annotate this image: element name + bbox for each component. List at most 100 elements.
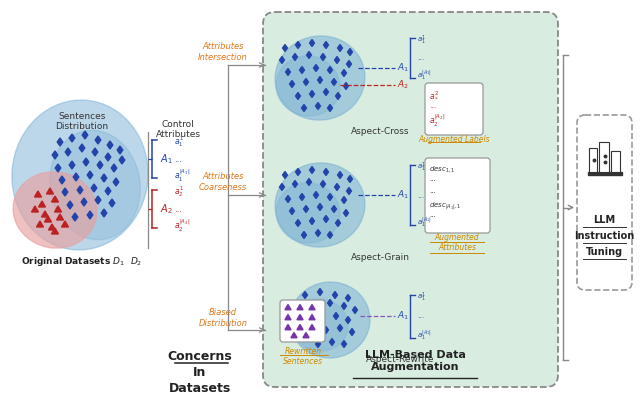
Polygon shape: [73, 173, 79, 181]
Polygon shape: [332, 79, 337, 85]
Polygon shape: [301, 105, 307, 111]
Polygon shape: [101, 209, 107, 217]
Polygon shape: [289, 81, 294, 87]
Polygon shape: [60, 176, 65, 184]
Polygon shape: [309, 304, 315, 310]
Polygon shape: [297, 324, 303, 330]
Polygon shape: [69, 134, 75, 142]
Text: Attributes
Intersection: Attributes Intersection: [198, 42, 248, 62]
FancyBboxPatch shape: [425, 83, 483, 135]
Text: Concerns
In
Datasets: Concerns In Datasets: [168, 350, 232, 395]
Polygon shape: [316, 103, 321, 109]
Text: $a_1^{|A_1|}$: $a_1^{|A_1|}$: [417, 69, 432, 83]
Polygon shape: [109, 199, 115, 207]
Polygon shape: [324, 326, 328, 334]
Polygon shape: [303, 332, 309, 338]
Text: ...: ...: [417, 312, 424, 320]
Polygon shape: [346, 316, 351, 324]
Polygon shape: [310, 166, 314, 174]
Polygon shape: [296, 219, 300, 227]
Ellipse shape: [12, 100, 148, 250]
Polygon shape: [69, 161, 75, 169]
Text: LLM-Based Data
Augmentation: LLM-Based Data Augmentation: [365, 350, 465, 372]
Text: $a_*^2$: $a_*^2$: [429, 89, 439, 101]
Polygon shape: [38, 201, 45, 207]
Polygon shape: [328, 105, 332, 111]
Polygon shape: [67, 201, 73, 209]
Text: $a_1^{|A_1|}$: $a_1^{|A_1|}$: [417, 329, 432, 343]
Polygon shape: [310, 91, 314, 97]
Polygon shape: [342, 69, 346, 77]
Polygon shape: [349, 328, 355, 336]
Polygon shape: [333, 312, 339, 320]
Polygon shape: [300, 304, 305, 312]
Polygon shape: [307, 51, 312, 59]
Text: $A_1$: $A_1$: [397, 189, 409, 201]
Text: ...: ...: [429, 188, 436, 194]
Polygon shape: [282, 172, 287, 178]
Polygon shape: [342, 340, 346, 348]
Text: $a_1^{|A_1|}$: $a_1^{|A_1|}$: [174, 168, 190, 184]
Text: $a_2^{|A_2|}$: $a_2^{|A_2|}$: [429, 113, 445, 129]
Text: Augmented: Augmented: [435, 233, 479, 243]
Ellipse shape: [13, 172, 97, 248]
Polygon shape: [292, 180, 298, 188]
Polygon shape: [92, 184, 97, 192]
Polygon shape: [337, 45, 342, 51]
Polygon shape: [314, 65, 319, 71]
Polygon shape: [324, 41, 328, 49]
Polygon shape: [317, 288, 323, 296]
Ellipse shape: [276, 183, 340, 243]
Polygon shape: [297, 304, 303, 310]
Text: $desc_{|A_1|,1}$: $desc_{|A_1|,1}$: [429, 200, 461, 212]
Polygon shape: [309, 324, 315, 330]
Polygon shape: [316, 229, 321, 237]
Text: Attributes: Attributes: [438, 243, 476, 253]
Polygon shape: [310, 40, 314, 47]
Text: Rewritten
Sentences: Rewritten Sentences: [283, 347, 323, 366]
Text: $a_2^{|A_2|}$: $a_2^{|A_2|}$: [174, 218, 190, 234]
Text: $A_2$: $A_2$: [397, 79, 409, 91]
Polygon shape: [292, 53, 298, 61]
Text: ...: ...: [429, 176, 436, 182]
Polygon shape: [82, 131, 88, 139]
Text: Original Datasets $D_1$  $D_2$: Original Datasets $D_1$ $D_2$: [21, 255, 143, 268]
Polygon shape: [87, 211, 93, 219]
Ellipse shape: [276, 56, 340, 116]
Polygon shape: [346, 61, 351, 67]
Bar: [611, 151, 620, 172]
Polygon shape: [35, 191, 42, 197]
Text: $A_1$: $A_1$: [397, 310, 409, 322]
Ellipse shape: [275, 36, 365, 120]
Polygon shape: [321, 53, 326, 61]
Polygon shape: [282, 45, 287, 51]
FancyBboxPatch shape: [280, 300, 325, 342]
Polygon shape: [297, 314, 303, 320]
FancyBboxPatch shape: [577, 115, 632, 290]
Text: LLM: LLM: [593, 215, 616, 225]
Polygon shape: [310, 328, 314, 336]
Polygon shape: [305, 316, 310, 324]
Polygon shape: [52, 151, 58, 159]
Polygon shape: [47, 188, 54, 194]
Polygon shape: [56, 214, 63, 220]
Polygon shape: [300, 194, 305, 201]
Bar: [589, 148, 596, 172]
Text: ...: ...: [174, 154, 182, 164]
Polygon shape: [346, 294, 351, 302]
Polygon shape: [346, 188, 351, 194]
Polygon shape: [83, 158, 89, 166]
Polygon shape: [328, 67, 332, 73]
Polygon shape: [285, 314, 291, 320]
Polygon shape: [61, 221, 68, 227]
Text: Biased
Distribution: Biased Distribution: [198, 308, 248, 328]
Polygon shape: [119, 156, 125, 164]
Polygon shape: [36, 221, 44, 227]
Text: Augmented Labels: Augmented Labels: [418, 134, 490, 144]
Text: Instruction: Instruction: [574, 231, 635, 241]
Polygon shape: [328, 300, 332, 306]
Polygon shape: [65, 148, 71, 156]
Polygon shape: [49, 224, 56, 230]
Polygon shape: [337, 172, 342, 178]
Polygon shape: [324, 215, 328, 223]
